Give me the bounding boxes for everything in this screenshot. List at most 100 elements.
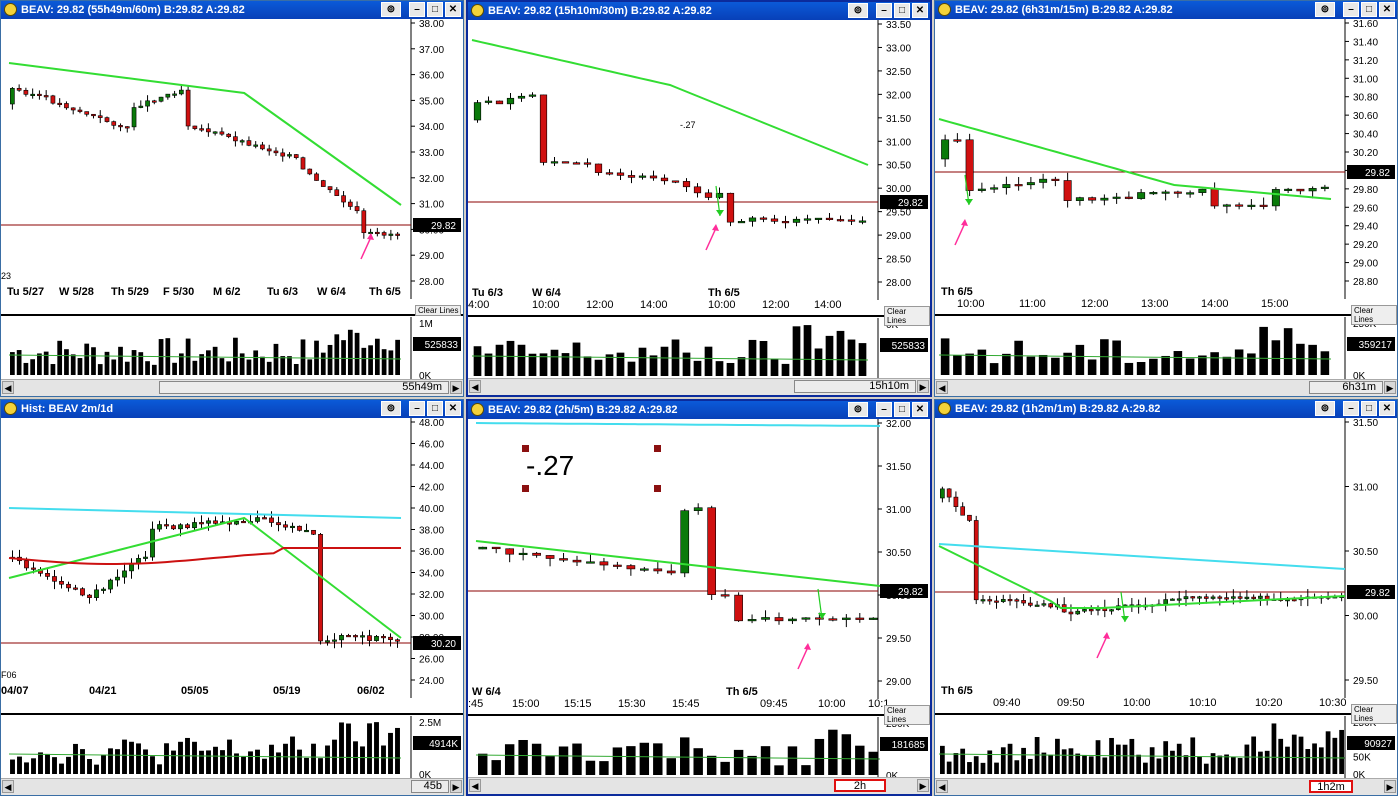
price-chart[interactable]: 33.50 33.00 32.50 32.00 31.50 31.00 30.50 30.00… bbox=[468, 20, 930, 382]
candle-body bbox=[16, 88, 22, 91]
scroll-right-icon[interactable]: ▶ bbox=[450, 381, 462, 394]
candle-body bbox=[1034, 604, 1040, 607]
scroll-thumb[interactable]: 55h49m bbox=[159, 381, 449, 394]
maximize-button[interactable]: □ bbox=[427, 401, 443, 416]
candle-body bbox=[101, 588, 106, 591]
x-date-label: F 5/30 bbox=[163, 286, 194, 298]
minimize-button[interactable]: – bbox=[1343, 401, 1359, 416]
scroll-left-icon[interactable]: ◀ bbox=[2, 780, 14, 793]
pin-icon[interactable]: ⊚ bbox=[848, 3, 868, 18]
scroll-left-icon[interactable]: ◀ bbox=[936, 780, 948, 793]
candle-body bbox=[57, 102, 63, 105]
y-tick-label: 29.00 bbox=[886, 231, 911, 242]
scroll-left-icon[interactable]: ◀ bbox=[469, 380, 481, 393]
chart-window-5[interactable]: BEAV: 29.82 (2h/5m) B:29.82 A:29.82 ⊚ – □ ✕… bbox=[466, 399, 932, 796]
clear-lines-button[interactable]: Clear Lines bbox=[1351, 704, 1397, 724]
scrollbar[interactable]: ◀ 45b ▶ bbox=[1, 778, 463, 795]
candle-body bbox=[747, 619, 757, 622]
chart-window-2[interactable]: BEAV: 29.82 (15h10m/30m) B:29.82 A:29.82… bbox=[466, 0, 932, 397]
y-tick-label: 29.80 bbox=[1353, 185, 1378, 196]
price-chart[interactable]: 31.50 31.00 30.50 30.00 29.50 29.82 Th 6/5 09:4… bbox=[935, 418, 1397, 780]
titlebar[interactable]: BEAV: 29.82 (15h10m/30m) B:29.82 A:29.82… bbox=[468, 2, 930, 20]
minimize-button[interactable]: – bbox=[876, 402, 892, 417]
scroll-left-icon[interactable]: ◀ bbox=[2, 381, 14, 394]
chart-window-6[interactable]: BEAV: 29.82 (1h2m/1m) B:29.82 A:29.82 ⊚ –… bbox=[934, 399, 1398, 796]
minimize-button[interactable]: – bbox=[1343, 2, 1359, 17]
maximize-button[interactable]: □ bbox=[894, 3, 910, 18]
candle-body bbox=[150, 528, 155, 558]
minimize-button[interactable]: – bbox=[409, 2, 425, 17]
close-button[interactable]: ✕ bbox=[1379, 401, 1395, 416]
x-time-label: 12:00 bbox=[586, 299, 614, 311]
pin-icon[interactable]: ⊚ bbox=[381, 401, 401, 416]
volume-bar bbox=[1063, 352, 1072, 375]
moving-average-line bbox=[938, 118, 1332, 200]
scrollbar[interactable]: ◀ 55h49m ▶ bbox=[1, 379, 463, 396]
pin-icon[interactable]: ⊚ bbox=[1315, 2, 1335, 17]
clear-lines-button[interactable]: Clear Lines bbox=[1351, 305, 1397, 325]
maximize-button[interactable]: □ bbox=[1361, 2, 1377, 17]
entry-arrow-icon bbox=[954, 222, 966, 246]
scrollbar[interactable]: ◀ 1h2m ▶ bbox=[935, 778, 1397, 795]
price-chart[interactable]: 31.60 31.40 31.20 31.00 30.80 30.60 30.40 30.20… bbox=[935, 19, 1397, 381]
close-button[interactable]: ✕ bbox=[445, 2, 461, 17]
scroll-left-icon[interactable]: ◀ bbox=[469, 779, 481, 792]
maximize-button[interactable]: □ bbox=[427, 2, 443, 17]
maximize-button[interactable]: □ bbox=[894, 402, 910, 417]
close-button[interactable]: ✕ bbox=[912, 3, 928, 18]
scroll-left-icon[interactable]: ◀ bbox=[936, 381, 948, 394]
clear-lines-button[interactable]: Clear Lines bbox=[884, 306, 930, 326]
scrollbar[interactable]: ◀ 6h31m ▶ bbox=[935, 379, 1397, 396]
candle-body bbox=[395, 233, 400, 236]
candle-body bbox=[473, 102, 482, 121]
scroll-right-icon[interactable]: ▶ bbox=[450, 780, 462, 793]
scroll-thumb[interactable]: 15h10m bbox=[794, 380, 916, 393]
scroll-thumb[interactable]: 6h31m bbox=[1309, 381, 1383, 394]
minimize-button[interactable]: – bbox=[409, 401, 425, 416]
chart-window-3[interactable]: BEAV: 29.82 (6h31m/15m) B:29.82 A:29.82 … bbox=[934, 0, 1398, 397]
minimize-button[interactable]: – bbox=[876, 3, 892, 18]
volume-bar bbox=[293, 363, 299, 375]
scrollbar[interactable]: ◀ 2h ▶ bbox=[468, 777, 930, 794]
chart-window-1[interactable]: BEAV: 29.82 (55h49m/60m) B:29.82 A:29.82… bbox=[0, 0, 464, 397]
scroll-right-icon[interactable]: ▶ bbox=[1384, 381, 1396, 394]
pin-icon[interactable]: ⊚ bbox=[848, 402, 868, 417]
moving-average-line bbox=[8, 507, 402, 519]
maximize-button[interactable]: □ bbox=[1361, 401, 1377, 416]
pin-icon[interactable]: ⊚ bbox=[381, 2, 401, 17]
candle-body bbox=[158, 96, 164, 102]
clear-lines-button[interactable]: Clear Lines bbox=[415, 305, 462, 316]
titlebar[interactable]: BEAV: 29.82 (55h49m/60m) B:29.82 A:29.82… bbox=[1, 1, 463, 19]
price-chart[interactable]: 48.00 46.00 44.00 42.00 40.00 38.00 36.00 34.00… bbox=[1, 418, 463, 780]
candle-body bbox=[693, 186, 702, 194]
candle-body bbox=[761, 617, 770, 620]
candle-body bbox=[532, 552, 541, 556]
volume-bar bbox=[50, 364, 56, 375]
price-chart[interactable]: 38.00 37.00 36.00 35.00 34.00 33.00 32.00 31.00… bbox=[1, 19, 463, 381]
candle-body bbox=[781, 221, 790, 224]
scroll-thumb[interactable]: 2h bbox=[834, 779, 886, 792]
scroll-thumb[interactable]: 1h2m bbox=[1309, 780, 1353, 793]
close-button[interactable]: ✕ bbox=[445, 401, 461, 416]
candle-body bbox=[528, 94, 537, 97]
scroll-thumb[interactable]: 45b bbox=[411, 780, 449, 793]
price-chart[interactable]: 32.0031.5031.0030.5030.0029.5029.0029.82… bbox=[468, 419, 930, 781]
titlebar[interactable]: Hist: BEAV 2m/1d ⊚ – □ ✕ bbox=[1, 400, 463, 418]
volume-bar bbox=[87, 759, 92, 774]
candle-body bbox=[1149, 192, 1158, 195]
scroll-right-icon[interactable]: ▶ bbox=[1384, 780, 1396, 793]
scrollbar[interactable]: ◀ 15h10m ▶ bbox=[468, 378, 930, 395]
scroll-right-icon[interactable]: ▶ bbox=[917, 380, 929, 393]
scroll-right-icon[interactable]: ▶ bbox=[917, 779, 929, 792]
titlebar[interactable]: BEAV: 29.82 (1h2m/1m) B:29.82 A:29.82 ⊚ –… bbox=[935, 400, 1397, 418]
clear-lines-button[interactable]: Clear Lines bbox=[884, 705, 930, 725]
candle-body bbox=[613, 564, 622, 567]
chart-window-4[interactable]: Hist: BEAV 2m/1d ⊚ – □ ✕ 48.00 46.00 44.00 42.… bbox=[0, 399, 464, 796]
close-button[interactable]: ✕ bbox=[1379, 2, 1395, 17]
volume-bar bbox=[1115, 744, 1121, 774]
close-button[interactable]: ✕ bbox=[912, 402, 928, 417]
titlebar[interactable]: BEAV: 29.82 (6h31m/15m) B:29.82 A:29.82 … bbox=[935, 1, 1397, 19]
pin-icon[interactable]: ⊚ bbox=[1315, 401, 1335, 416]
volume-bar bbox=[1244, 744, 1250, 774]
titlebar[interactable]: BEAV: 29.82 (2h/5m) B:29.82 A:29.82 ⊚ – □ ✕ bbox=[468, 401, 930, 419]
